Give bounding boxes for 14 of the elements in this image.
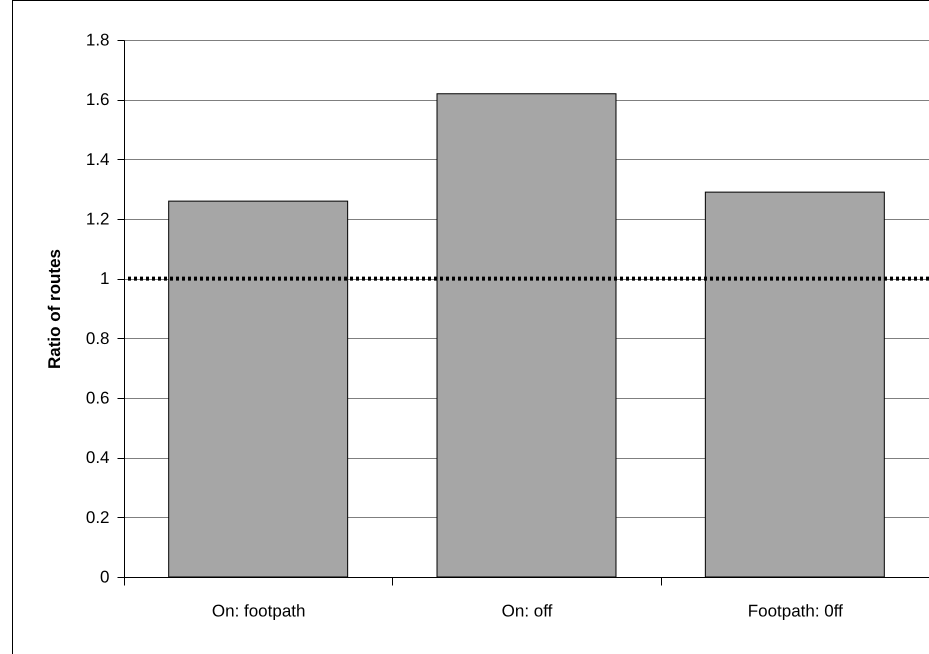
y-tick-label: 1.4 bbox=[86, 150, 110, 169]
y-tick-label: 0.4 bbox=[86, 448, 110, 468]
x-tick-label: On: off bbox=[502, 602, 553, 620]
y-tick-label: 1 bbox=[100, 269, 110, 288]
x-tick-label: Footpath: 0ff bbox=[748, 602, 844, 620]
y-tick-label: 0.8 bbox=[86, 328, 110, 348]
x-tick-label: On: footpath bbox=[212, 602, 306, 620]
y-tick-label: 1.2 bbox=[86, 210, 110, 228]
y-tick-label: 0.6 bbox=[86, 388, 110, 408]
y-axis-title: Ratio of routes bbox=[44, 249, 64, 369]
y-tick-label: 0 bbox=[100, 568, 110, 586]
y-tick-label: 0.2 bbox=[86, 508, 110, 527]
y-tick-label: 1.6 bbox=[86, 90, 110, 110]
y-tick-label: 1.8 bbox=[86, 30, 110, 50]
